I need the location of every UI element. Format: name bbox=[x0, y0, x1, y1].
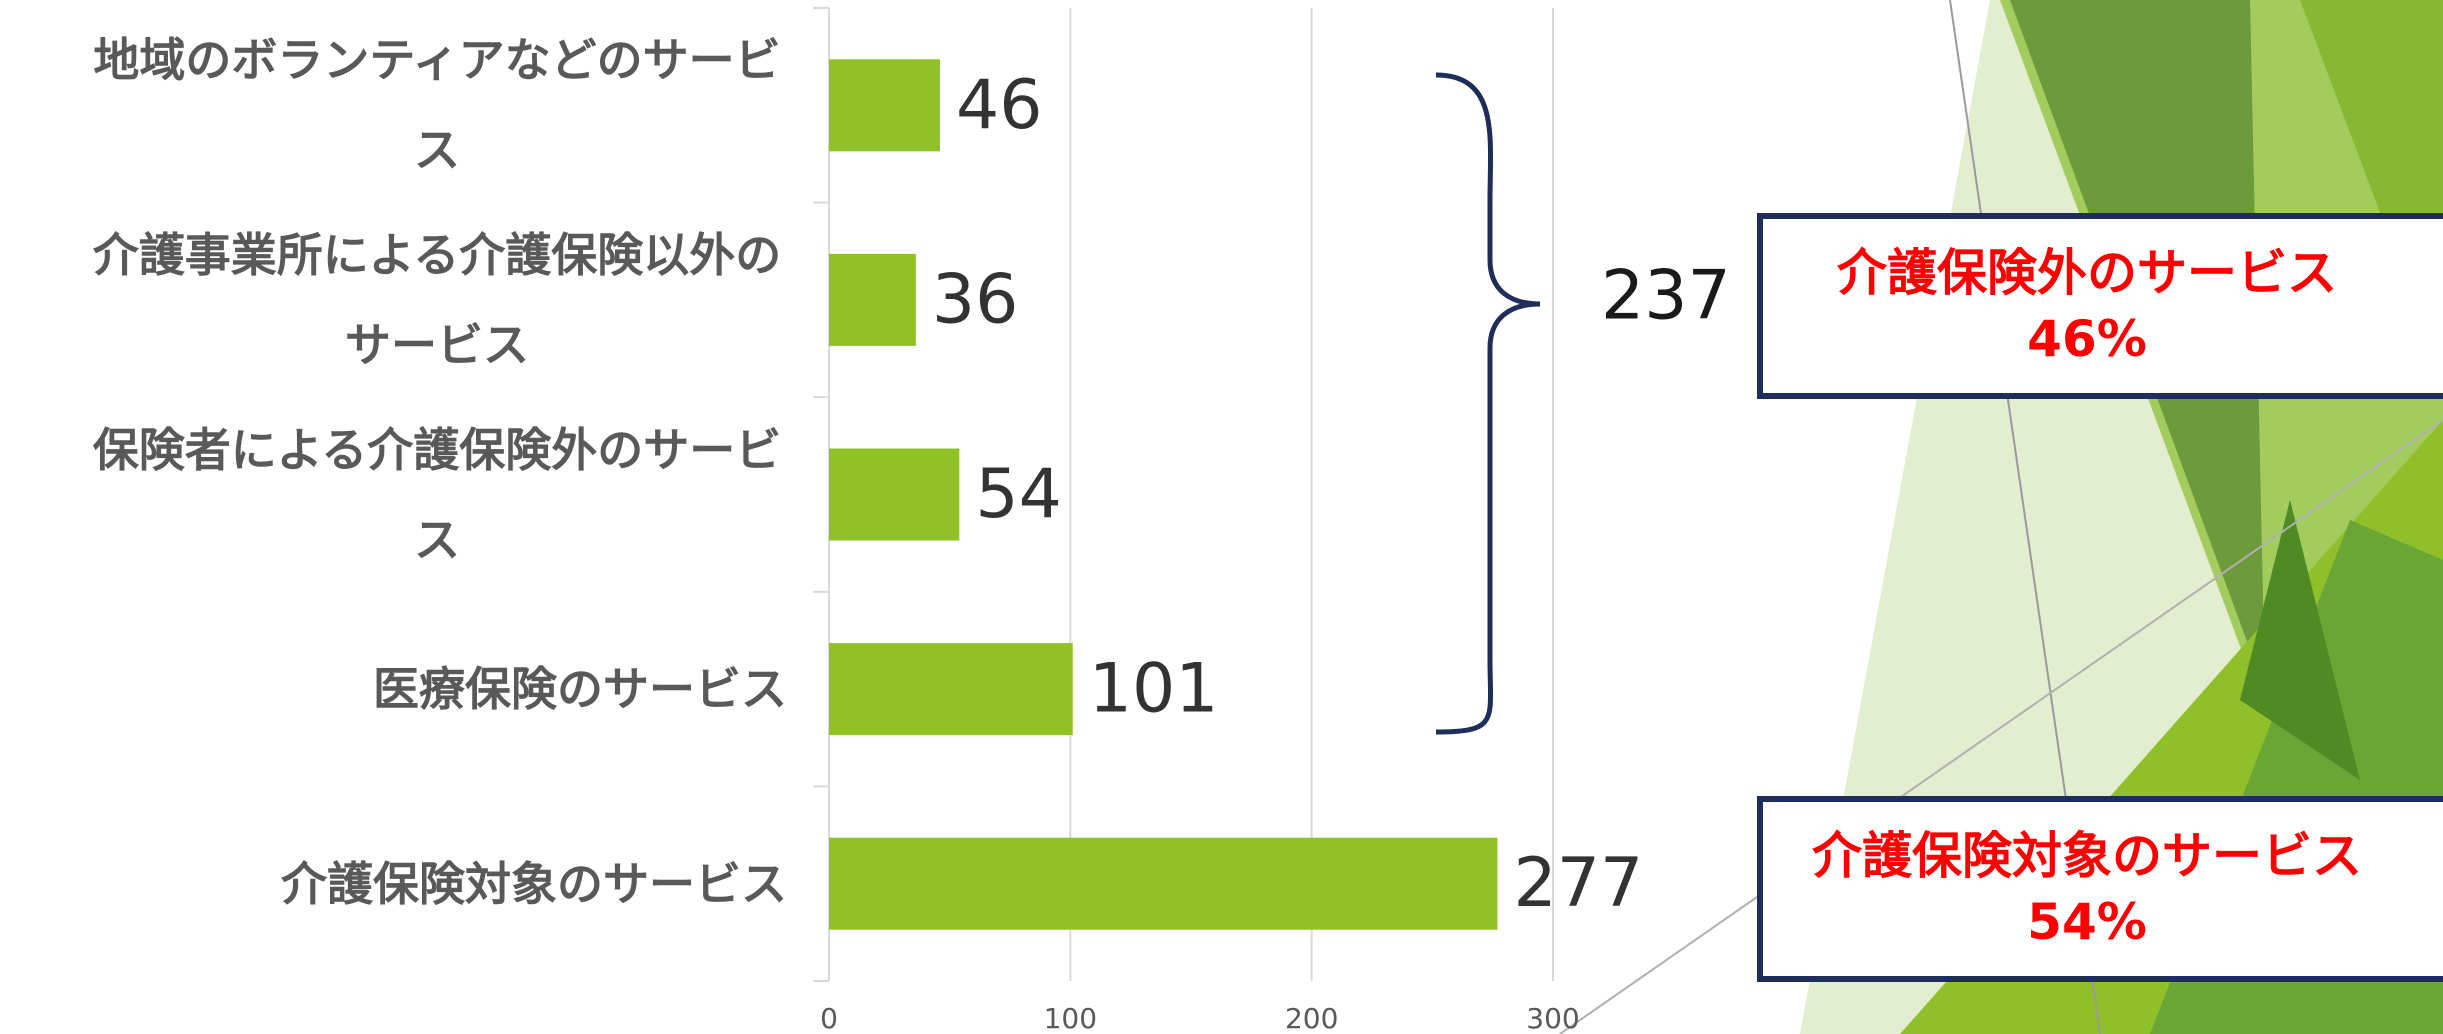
bar bbox=[829, 253, 916, 346]
decor-shape bbox=[2240, 500, 2360, 780]
brace bbox=[1435, 72, 1541, 735]
category-label: 介護保険対象のサービス bbox=[281, 856, 787, 911]
category-label: 医療保険のサービス bbox=[373, 662, 787, 717]
annotation-title: 介護保険外のサービス bbox=[1837, 244, 2337, 302]
bar bbox=[829, 643, 1073, 736]
bar bbox=[829, 837, 1498, 930]
x-tick-label: 100 bbox=[1044, 1002, 1097, 1034]
value-label: 277 bbox=[1513, 844, 1643, 923]
x-tick-label: 300 bbox=[1526, 1002, 1579, 1034]
brace-label: 237 bbox=[1601, 257, 1731, 336]
annotation-title: 介護保険対象のサービス bbox=[1812, 827, 2362, 885]
category-label: 地域のボランティアなどのサービス bbox=[93, 33, 781, 178]
annotation-share: 46% bbox=[2027, 310, 2147, 368]
value-label: 36 bbox=[932, 260, 1019, 339]
annotation-box: 介護保険外のサービス 46% bbox=[1757, 213, 2443, 399]
category-label: 保険者による介護保険外のサービス bbox=[92, 422, 782, 567]
annotation-box: 介護保険対象のサービス 54% bbox=[1757, 796, 2443, 982]
decor-line bbox=[1559, 419, 2443, 1034]
annotation-share: 54% bbox=[2027, 893, 2147, 951]
bar bbox=[829, 59, 941, 152]
value-label: 101 bbox=[1089, 650, 1219, 729]
x-tick-label: 200 bbox=[1285, 1002, 1338, 1034]
x-tick-label: 0 bbox=[820, 1002, 838, 1034]
value-label: 46 bbox=[956, 66, 1043, 145]
value-label: 54 bbox=[975, 455, 1062, 534]
category-label: 介護事業所による介護保険以外のサービス bbox=[92, 227, 782, 372]
bar bbox=[829, 448, 960, 541]
